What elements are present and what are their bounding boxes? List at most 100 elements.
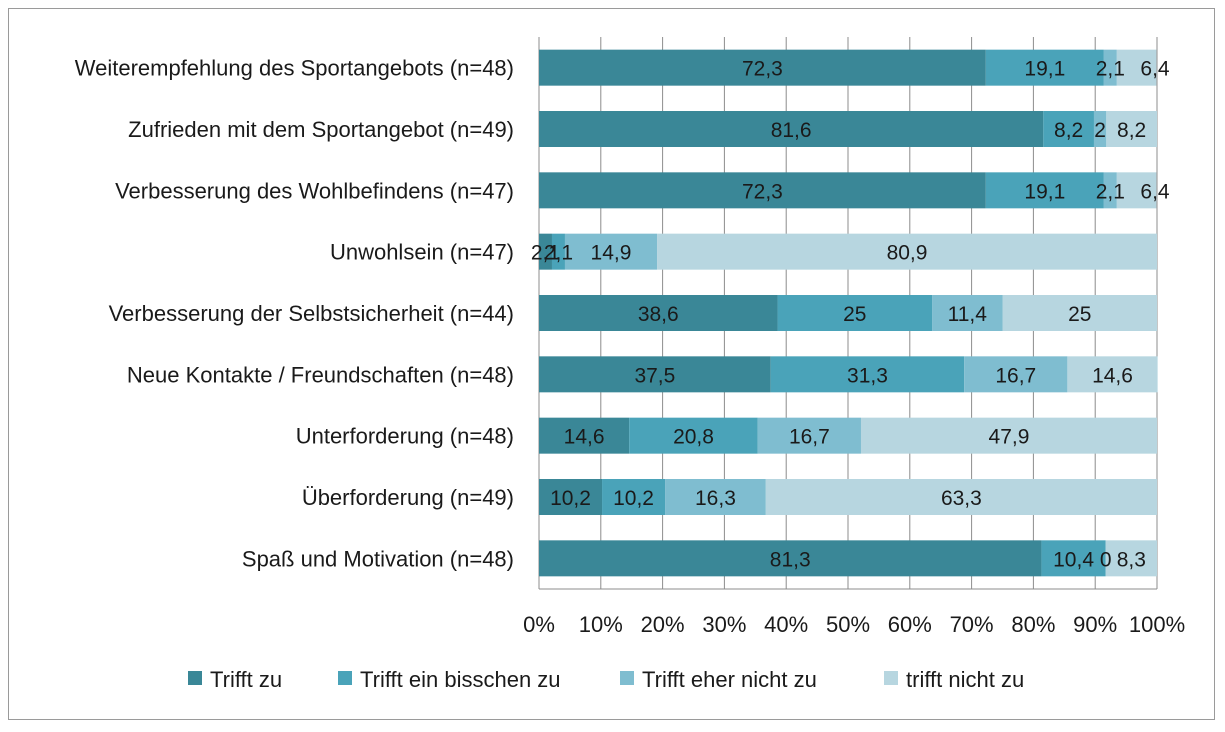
legend-swatch (620, 671, 634, 685)
data-label: 81,3 (770, 548, 811, 571)
bar-segment (1093, 111, 1107, 147)
bars (539, 49, 1158, 577)
data-label: 8,2 (1054, 119, 1083, 142)
bar-segment (564, 233, 658, 270)
x-tick-label: 50% (826, 612, 870, 637)
data-label: 14,6 (564, 426, 605, 449)
legend-swatch (884, 671, 898, 685)
data-label: 38,6 (638, 303, 679, 326)
bar-segment (1002, 295, 1157, 331)
bar-segment (1106, 111, 1157, 147)
bar-segment (539, 172, 986, 209)
data-label: 6,4 (1140, 58, 1170, 81)
category-label: Neue Kontakte / Freundschaften (n=48) (127, 362, 514, 387)
x-tick-label: 90% (1073, 612, 1117, 637)
x-tick-labels: 0% 10% 20% 30% 40% 50% 60% 70% 80% 90% 100% (523, 612, 1185, 637)
bar-segment (539, 540, 1042, 577)
data-label: 63,3 (941, 487, 982, 510)
bar-segment (770, 356, 965, 393)
data-label: 14,6 (1092, 364, 1133, 387)
bar-segment (757, 417, 861, 454)
x-tick-label: 60% (888, 612, 932, 637)
bar-segment (765, 479, 1157, 515)
data-label: 14,9 (591, 242, 632, 265)
x-tick-label: 30% (702, 612, 746, 637)
bar-segment (932, 295, 1003, 331)
bar-segment (1067, 356, 1158, 393)
data-label: 8,3 (1117, 548, 1146, 571)
data-label: 16,3 (695, 487, 736, 510)
bar-segment (1103, 172, 1117, 209)
x-tick-label: 20% (641, 612, 685, 637)
bar-segment (665, 479, 766, 515)
legend-label: Trifft ein bisschen zu (360, 667, 561, 692)
data-label: 81,6 (771, 119, 812, 142)
category-label: Weiterempfehlung des Sportangebots (n=48… (75, 56, 514, 81)
data-label: 25 (843, 303, 866, 326)
bar-segment (539, 233, 552, 270)
data-label: 72,3 (742, 58, 783, 81)
category-label: Überforderung (n=49) (302, 485, 514, 510)
data-label: 31,3 (847, 364, 888, 387)
bar-segment (629, 417, 758, 454)
data-label: 37,5 (634, 364, 675, 387)
data-label: 2,1 (531, 242, 560, 265)
bar-segment (1103, 49, 1117, 86)
x-tick-label: 70% (950, 612, 994, 637)
x-tick-label: 10% (579, 612, 623, 637)
bar-segment (777, 295, 933, 331)
data-label: 2,1 (1096, 180, 1125, 203)
legend-swatch (338, 671, 352, 685)
bar-segment (1116, 49, 1157, 86)
category-label: Spaß und Motivation (n=48) (242, 546, 514, 571)
data-label: 10,2 (550, 487, 591, 510)
data-label: 2,1 (544, 242, 573, 265)
data-label: 10,2 (613, 487, 654, 510)
bar-segment (964, 356, 1068, 393)
legend: Trifft zu Trifft ein bisschen zu Trifft eh… (188, 667, 1024, 692)
category-label: Verbesserung der Selbstsicherheit (n=44) (109, 301, 514, 326)
legend-label: trifft nicht zu (906, 667, 1024, 692)
data-label: 2,1 (1096, 58, 1125, 81)
bar-segment (985, 49, 1104, 86)
value-labels: 72,3 19,1 2,1 6,4 81,6 8,2 2 8,2 72,3 19,1 2,1 6,4 2… (531, 58, 1170, 572)
bar-segment (539, 295, 778, 331)
bar-segment (539, 417, 630, 454)
legend-label: Trifft zu (210, 667, 282, 692)
category-label: Unwohlsein (n=47) (330, 240, 514, 265)
bar-segment (551, 233, 565, 270)
bar-segment (985, 172, 1104, 209)
legend-swatch (188, 671, 202, 685)
legend-label: Trifft eher nicht zu (642, 667, 817, 692)
data-label: 16,7 (789, 426, 830, 449)
data-label: 16,7 (995, 364, 1036, 387)
data-label: 0 (1100, 548, 1112, 571)
data-label: 19,1 (1024, 180, 1065, 203)
bar-segment (602, 479, 666, 515)
data-label: 6,4 (1140, 180, 1170, 203)
x-tick-label: 80% (1011, 612, 1055, 637)
x-tick-label: 100% (1129, 612, 1185, 637)
data-label: 72,3 (742, 180, 783, 203)
bar-segment (860, 417, 1157, 454)
data-label: 19,1 (1024, 58, 1065, 81)
bar-segment (657, 233, 1157, 270)
x-tick-label: 40% (764, 612, 808, 637)
category-label: Unterforderung (n=48) (296, 424, 514, 449)
data-label: 47,9 (989, 426, 1030, 449)
bar-segment (1105, 540, 1157, 577)
bar-segment (539, 356, 771, 393)
data-label: 2 (1094, 119, 1106, 142)
data-label: 11,4 (948, 303, 988, 326)
data-label: 10,4 (1053, 548, 1094, 571)
data-label: 80,9 (887, 242, 928, 265)
data-label: 25 (1068, 303, 1091, 326)
bar-segment (1043, 111, 1094, 147)
bar-segment (539, 479, 603, 515)
data-label: 20,8 (673, 426, 714, 449)
bar-segment (1041, 540, 1106, 577)
bar-segment (539, 49, 986, 86)
x-tick-label: 0% (523, 612, 555, 637)
bar-segment (1116, 172, 1157, 209)
